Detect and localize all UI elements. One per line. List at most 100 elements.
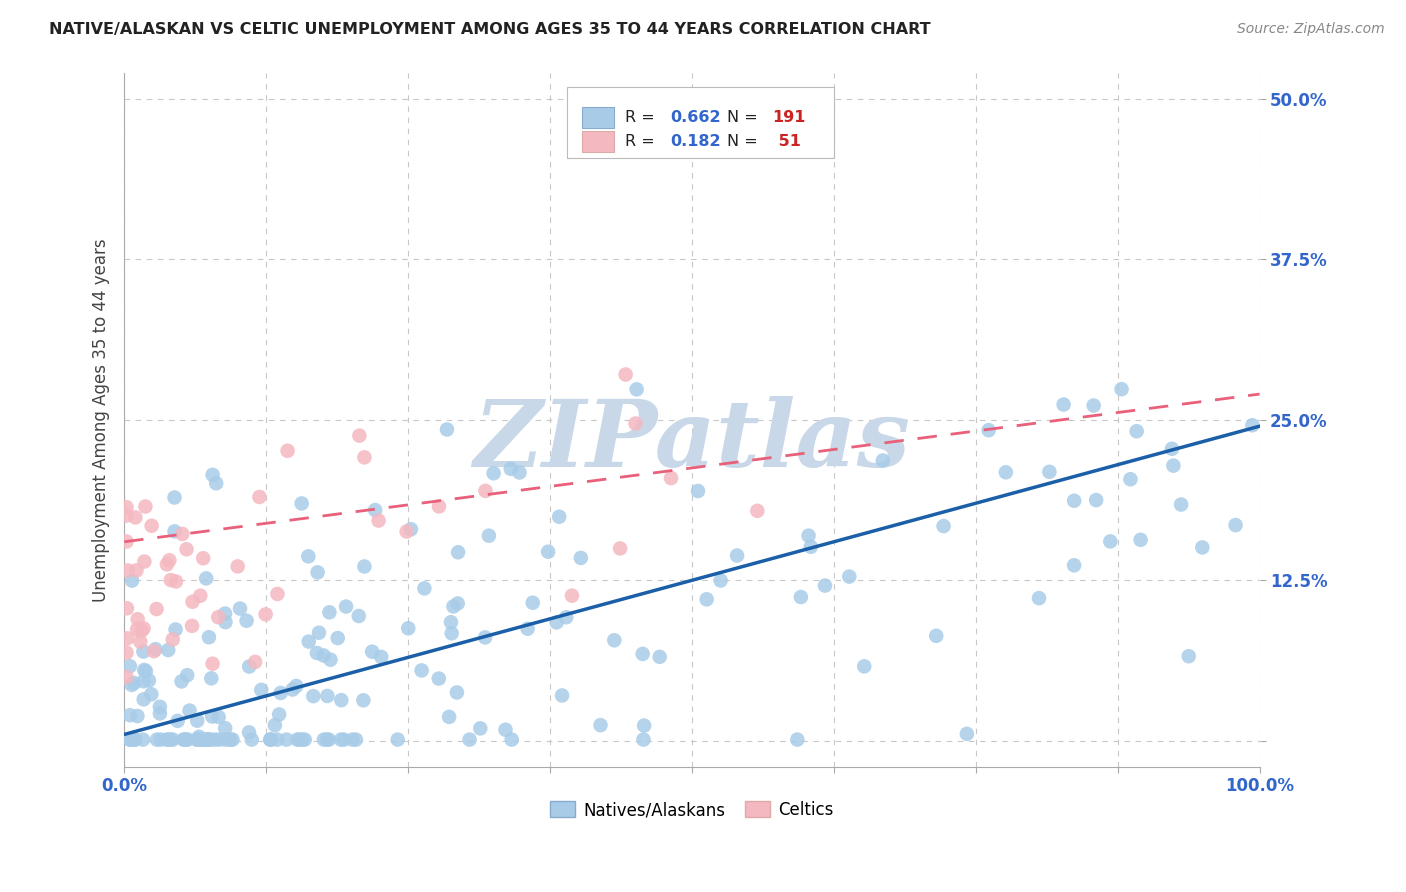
- Point: [353, 559, 375, 574]
- Point: [122, 732, 145, 747]
- Point: [1083, 399, 1105, 413]
- Point: [1063, 558, 1085, 573]
- Point: [198, 732, 221, 747]
- Point: [187, 732, 209, 747]
- Point: [1085, 493, 1108, 508]
- Point: [307, 566, 329, 580]
- Point: [249, 490, 271, 504]
- Point: [188, 732, 211, 747]
- Point: [305, 646, 328, 660]
- Point: [132, 674, 155, 689]
- Point: [1161, 442, 1184, 456]
- Point: [1241, 418, 1264, 433]
- Point: [240, 732, 263, 747]
- Point: [198, 630, 221, 644]
- Point: [838, 569, 860, 583]
- Point: [198, 732, 221, 747]
- Point: [193, 551, 215, 566]
- Point: [474, 631, 496, 645]
- Point: [115, 500, 138, 515]
- Point: [609, 541, 631, 556]
- Point: [157, 732, 180, 747]
- Point: [443, 599, 465, 614]
- Point: [790, 590, 813, 604]
- Point: [181, 595, 204, 609]
- Point: [326, 631, 349, 645]
- Point: [786, 732, 808, 747]
- Point: [427, 672, 450, 686]
- Point: [686, 483, 709, 498]
- Point: [1063, 493, 1085, 508]
- FancyBboxPatch shape: [582, 107, 613, 128]
- Point: [396, 621, 419, 635]
- Point: [1119, 472, 1142, 486]
- Point: [124, 732, 146, 747]
- Point: [631, 647, 654, 661]
- Point: [797, 529, 820, 543]
- Point: [115, 670, 138, 684]
- Point: [218, 732, 240, 747]
- Point: [131, 624, 153, 638]
- Point: [129, 634, 152, 648]
- Point: [353, 450, 375, 465]
- Point: [319, 653, 342, 667]
- Point: [458, 732, 481, 747]
- Point: [800, 540, 823, 554]
- Point: [330, 693, 353, 707]
- Point: [288, 732, 311, 747]
- Point: [201, 657, 224, 671]
- Point: [188, 732, 211, 747]
- Point: [194, 732, 217, 747]
- Point: [614, 368, 637, 382]
- Point: [172, 527, 194, 541]
- Point: [977, 423, 1000, 437]
- Point: [132, 732, 155, 747]
- Point: [696, 592, 718, 607]
- Point: [118, 732, 141, 747]
- Point: [159, 573, 181, 587]
- Point: [1125, 424, 1147, 438]
- Point: [163, 491, 186, 505]
- Point: [932, 519, 955, 533]
- Point: [149, 706, 172, 721]
- Point: [312, 648, 335, 663]
- Point: [470, 722, 492, 736]
- Point: [569, 550, 592, 565]
- Point: [162, 632, 184, 647]
- Point: [214, 732, 236, 747]
- Point: [118, 659, 141, 673]
- Point: [115, 646, 138, 660]
- Point: [200, 671, 222, 685]
- Point: [474, 483, 496, 498]
- Point: [166, 714, 188, 728]
- Point: [1099, 534, 1122, 549]
- Point: [229, 601, 252, 615]
- Point: [259, 732, 281, 747]
- Point: [352, 693, 374, 707]
- Point: [446, 685, 468, 699]
- Point: [124, 732, 146, 747]
- Point: [176, 542, 198, 557]
- Text: ZIPatlas: ZIPatlas: [474, 395, 911, 485]
- Point: [250, 682, 273, 697]
- Point: [165, 623, 187, 637]
- Point: [125, 563, 148, 577]
- Point: [956, 727, 979, 741]
- Point: [298, 634, 321, 648]
- Point: [546, 615, 568, 630]
- Point: [291, 496, 314, 510]
- Point: [176, 732, 198, 747]
- Point: [318, 732, 340, 747]
- Point: [499, 462, 522, 476]
- Text: 191: 191: [772, 110, 806, 125]
- Point: [387, 732, 409, 747]
- Point: [285, 732, 308, 747]
- Point: [516, 622, 538, 636]
- Point: [333, 732, 356, 747]
- Point: [302, 689, 325, 703]
- Point: [156, 732, 179, 747]
- Point: [495, 723, 517, 737]
- Point: [235, 614, 257, 628]
- Point: [1225, 518, 1247, 533]
- Point: [447, 597, 470, 611]
